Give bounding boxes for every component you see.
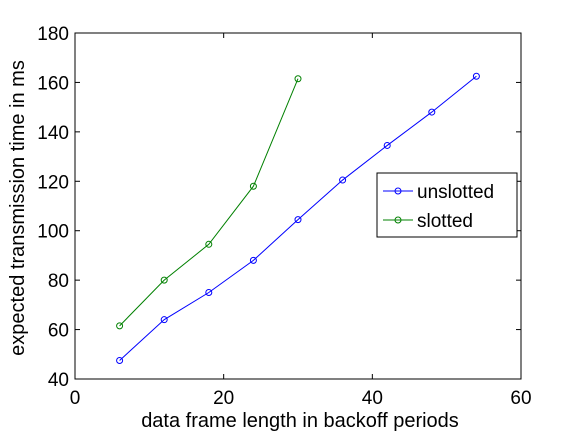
- x-tick-label: 20: [213, 388, 234, 409]
- legend-box: [376, 172, 518, 238]
- series-line-unslotted: [119, 75, 477, 361]
- data-point-unslotted: [383, 141, 391, 149]
- data-point-unslotted: [294, 216, 302, 224]
- y-tick-label: 100: [37, 222, 69, 243]
- y-tick-label: 140: [37, 123, 69, 144]
- legend-label-slotted: slotted: [417, 211, 473, 232]
- x-tick-label: 40: [362, 388, 383, 409]
- legend: unslotted slotted: [376, 172, 518, 238]
- series-line-slotted: [119, 78, 299, 327]
- data-point-unslotted: [339, 176, 347, 184]
- y-tick-label: 120: [37, 172, 69, 193]
- data-point-unslotted: [428, 108, 436, 116]
- data-point-unslotted: [249, 256, 257, 264]
- data-point-slotted: [294, 75, 302, 83]
- data-point-slotted: [249, 182, 257, 190]
- series-layer: [116, 72, 480, 364]
- axes: 0 20 40 60 40 60 80 100 120 140 160 180 data frame l…: [7, 24, 532, 432]
- data-point-unslotted: [205, 289, 213, 296]
- y-tick-label: 160: [37, 73, 69, 94]
- y-tick-label: 180: [37, 24, 69, 45]
- legend-marker-unslotted: [394, 187, 402, 195]
- data-point-unslotted: [116, 356, 124, 364]
- data-point-unslotted: [160, 316, 168, 324]
- legend-marker-slotted: [394, 216, 402, 224]
- y-tick-label: 60: [48, 321, 69, 342]
- y-tick-label: 40: [48, 370, 69, 391]
- data-point-slotted: [205, 240, 213, 248]
- x-axis-label: data frame length in backoff periods: [141, 410, 459, 432]
- y-tick-label: 80: [48, 271, 69, 292]
- x-tick-label: 60: [510, 388, 531, 409]
- data-point-unslotted: [472, 72, 480, 80]
- y-axis-label: expected transmission time in ms: [7, 60, 29, 356]
- plot-frame: [74, 32, 522, 380]
- legend-label-unslotted: unslotted: [417, 182, 494, 203]
- data-point-slotted: [116, 322, 124, 330]
- data-point-slotted: [160, 276, 168, 284]
- x-tick-label: 0: [70, 388, 81, 409]
